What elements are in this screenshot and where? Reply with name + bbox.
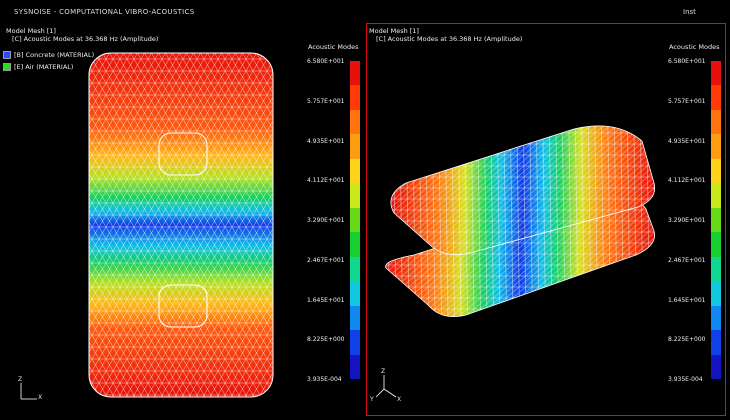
colorbar-segment xyxy=(350,281,360,307)
concrete-label: [B] Concrete (MATERIAL) xyxy=(14,51,95,59)
colorbar-segment xyxy=(711,158,721,184)
colorbar-segment xyxy=(711,305,721,331)
colorbar-tick-label: 8.225E+000 xyxy=(307,336,345,344)
colorbar-tick-label: 4.935E+001 xyxy=(668,137,706,145)
colorbar-segment xyxy=(711,256,721,282)
colorbar-segment xyxy=(711,183,721,209)
axis-triad-left xyxy=(20,383,37,400)
colorbar-segment xyxy=(711,85,721,111)
colorbar-tick-label: 5.757E+001 xyxy=(668,97,706,105)
axis-y-label-right: Z xyxy=(381,368,386,375)
colorbar-tick-label: 4.112E+001 xyxy=(668,177,706,185)
colorbar-tick-label: 1.645E+001 xyxy=(307,296,345,304)
right-mode-plot xyxy=(375,125,656,398)
colorbar-tick-label: 6.580E+001 xyxy=(307,58,345,65)
colorbar-tick-label: 3.290E+001 xyxy=(668,217,706,224)
air-swatch xyxy=(3,63,11,71)
colorbar-segment xyxy=(350,354,360,380)
app-title: SYSNOISE - COMPUTATIONAL VIBRO-ACOUSTICS xyxy=(14,8,195,16)
axis-z-label-right: Y xyxy=(370,396,374,403)
colorbar-segment xyxy=(350,305,360,331)
colorbar xyxy=(350,61,360,380)
colorbar-tick-label: 5.757E+001 xyxy=(307,97,345,105)
mesh-label: Model Mesh [1] xyxy=(6,27,56,35)
right-viewport[interactable]: Model Mesh [1] [C] Acoustic Modes at 36.… xyxy=(366,23,726,416)
colorbar-tick-label: 2.467E+001 xyxy=(307,256,345,264)
axis-y-label: Z xyxy=(18,376,23,383)
mesh-label-right: Model Mesh [1] xyxy=(369,27,419,35)
colorbar-segment xyxy=(350,207,360,233)
legend-material-air[interactable]: [E] Air (MATERIAL) xyxy=(3,63,73,71)
colorbar-tick-label: 4.935E+001 xyxy=(307,137,345,145)
colorbar-segment xyxy=(350,158,360,184)
colorbar-segment xyxy=(711,354,721,380)
colorbar-title: Acoustic Modes xyxy=(308,43,359,51)
colorbar-segment xyxy=(711,134,721,160)
legend-material-concrete[interactable]: [B] Concrete (MATERIAL) xyxy=(3,51,94,59)
colorbar-tick-label: 4.112E+001 xyxy=(307,177,345,185)
colorbar-segment xyxy=(711,61,721,86)
colorbar-right xyxy=(711,61,721,380)
colorbar-tick-label: 6.580E+001 xyxy=(668,58,706,65)
colorbar-segment xyxy=(350,61,360,86)
colorbar-tick-label: 2.467E+001 xyxy=(668,256,706,264)
colorbar-tick-label: 8.225E+000 xyxy=(668,336,706,344)
colorbar-tick-label: 3.935E-004 xyxy=(307,376,342,383)
colorbar-tick-label: 3.290E+001 xyxy=(307,217,345,224)
concrete-swatch xyxy=(3,51,11,59)
colorbar-title-right: Acoustic Modes xyxy=(669,43,720,51)
colorbar-segment xyxy=(711,109,721,135)
axis-x-label: X xyxy=(38,394,43,401)
colorbar-segment xyxy=(350,256,360,282)
colorbar-segment xyxy=(350,134,360,160)
colorbar-segment xyxy=(350,183,360,209)
colorbar-tick-label: 3.935E-004 xyxy=(668,376,703,383)
colorbar-segment xyxy=(350,330,360,356)
colorbar-segment xyxy=(711,232,721,258)
colorbar-tick-label: 1.645E+001 xyxy=(668,296,706,304)
air-label: [E] Air (MATERIAL) xyxy=(14,63,74,71)
colorbar-segment xyxy=(711,330,721,356)
colorbar-segment xyxy=(350,232,360,258)
result-label-right: [C] Acoustic Modes at 36.368 Hz (Amplitu… xyxy=(376,35,523,43)
window-tag: Inst xyxy=(683,8,696,16)
result-label: [C] Acoustic Modes at 36.368 Hz (Amplitu… xyxy=(12,35,159,43)
left-mode-plot xyxy=(20,52,274,400)
colorbar-segment xyxy=(350,109,360,135)
colorbar-segment xyxy=(350,85,360,111)
axis-triad-right xyxy=(375,375,397,398)
colorbar-segment xyxy=(711,207,721,233)
left-viewport[interactable]: Model Mesh [1] [C] Acoustic Modes at 36.… xyxy=(1,23,365,416)
axis-x-label-right: X xyxy=(397,396,402,403)
colorbar-segment xyxy=(711,281,721,307)
